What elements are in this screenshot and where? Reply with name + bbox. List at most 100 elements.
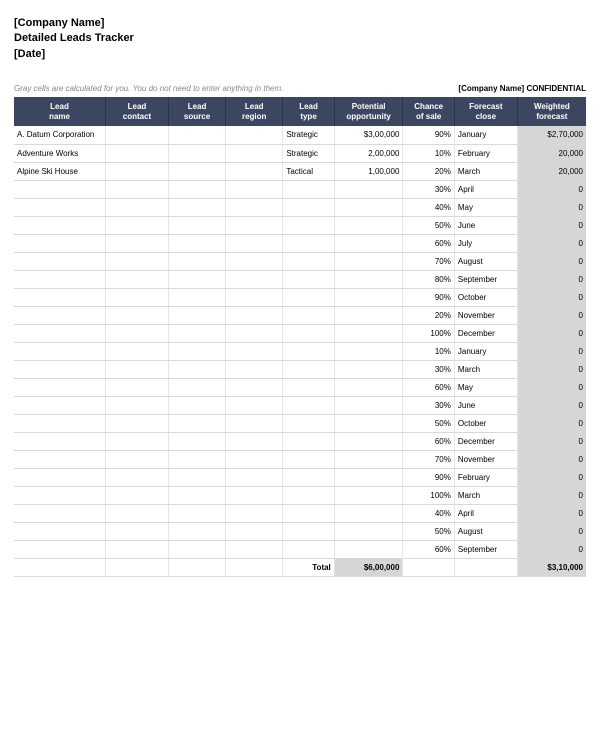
- cell-lead-source[interactable]: [168, 126, 225, 144]
- cell-lead-name[interactable]: [14, 198, 106, 216]
- cell-lead-source[interactable]: [168, 360, 225, 378]
- cell-forecast-close[interactable]: December: [454, 324, 517, 342]
- cell-lead-name[interactable]: [14, 252, 106, 270]
- cell-chance-sale[interactable]: 70%: [403, 450, 454, 468]
- cell-lead-type[interactable]: Tactical: [283, 162, 334, 180]
- cell-potential-opp[interactable]: [334, 324, 403, 342]
- cell-lead-name[interactable]: [14, 180, 106, 198]
- table-row[interactable]: 90%February0: [14, 468, 586, 486]
- cell-chance-sale[interactable]: 10%: [403, 342, 454, 360]
- table-row[interactable]: 100%March0: [14, 486, 586, 504]
- table-row[interactable]: 30%June0: [14, 396, 586, 414]
- cell-forecast-close[interactable]: May: [454, 378, 517, 396]
- table-row[interactable]: 50%October0: [14, 414, 586, 432]
- cell-lead-region[interactable]: [226, 450, 283, 468]
- cell-potential-opp[interactable]: [334, 468, 403, 486]
- cell-potential-opp[interactable]: [334, 180, 403, 198]
- cell-chance-sale[interactable]: 20%: [403, 162, 454, 180]
- table-row[interactable]: 50%June0: [14, 216, 586, 234]
- cell-lead-contact[interactable]: [106, 306, 169, 324]
- cell-chance-sale[interactable]: 90%: [403, 288, 454, 306]
- cell-lead-name[interactable]: A. Datum Corporation: [14, 126, 106, 144]
- cell-lead-name[interactable]: [14, 324, 106, 342]
- cell-potential-opp[interactable]: [334, 486, 403, 504]
- cell-lead-region[interactable]: [226, 468, 283, 486]
- table-row[interactable]: 30%March0: [14, 360, 586, 378]
- cell-lead-contact[interactable]: [106, 162, 169, 180]
- cell-lead-region[interactable]: [226, 252, 283, 270]
- cell-chance-sale[interactable]: 100%: [403, 486, 454, 504]
- cell-lead-region[interactable]: [226, 342, 283, 360]
- cell-potential-opp[interactable]: [334, 378, 403, 396]
- cell-forecast-close[interactable]: September: [454, 540, 517, 558]
- cell-lead-source[interactable]: [168, 198, 225, 216]
- cell-lead-source[interactable]: [168, 234, 225, 252]
- cell-lead-source[interactable]: [168, 414, 225, 432]
- cell-forecast-close[interactable]: June: [454, 396, 517, 414]
- cell-potential-opp[interactable]: [334, 270, 403, 288]
- cell-lead-name[interactable]: [14, 432, 106, 450]
- cell-chance-sale[interactable]: 100%: [403, 324, 454, 342]
- cell-lead-type[interactable]: [283, 504, 334, 522]
- cell-potential-opp[interactable]: [334, 504, 403, 522]
- cell-forecast-close[interactable]: August: [454, 252, 517, 270]
- cell-chance-sale[interactable]: 60%: [403, 234, 454, 252]
- cell-lead-type[interactable]: [283, 360, 334, 378]
- cell-lead-contact[interactable]: [106, 324, 169, 342]
- table-row[interactable]: 80%September0: [14, 270, 586, 288]
- cell-lead-contact[interactable]: [106, 468, 169, 486]
- cell-lead-type[interactable]: Strategic: [283, 126, 334, 144]
- table-row[interactable]: 70%August0: [14, 252, 586, 270]
- cell-lead-source[interactable]: [168, 522, 225, 540]
- cell-lead-name[interactable]: [14, 360, 106, 378]
- table-row[interactable]: A. Datum CorporationStrategic$3,00,00090…: [14, 126, 586, 144]
- cell-lead-type[interactable]: [283, 540, 334, 558]
- cell-lead-name[interactable]: [14, 216, 106, 234]
- cell-potential-opp[interactable]: [334, 234, 403, 252]
- cell-forecast-close[interactable]: February: [454, 144, 517, 162]
- cell-lead-region[interactable]: [226, 360, 283, 378]
- table-row[interactable]: 60%May0: [14, 378, 586, 396]
- cell-potential-opp[interactable]: [334, 216, 403, 234]
- cell-lead-source[interactable]: [168, 162, 225, 180]
- cell-lead-region[interactable]: [226, 504, 283, 522]
- cell-lead-contact[interactable]: [106, 486, 169, 504]
- cell-lead-type[interactable]: [283, 216, 334, 234]
- cell-lead-contact[interactable]: [106, 252, 169, 270]
- cell-potential-opp[interactable]: $3,00,000: [334, 126, 403, 144]
- cell-lead-name[interactable]: Adventure Works: [14, 144, 106, 162]
- cell-chance-sale[interactable]: 50%: [403, 216, 454, 234]
- cell-lead-contact[interactable]: [106, 504, 169, 522]
- cell-lead-source[interactable]: [168, 180, 225, 198]
- cell-lead-contact[interactable]: [106, 396, 169, 414]
- cell-lead-contact[interactable]: [106, 342, 169, 360]
- cell-lead-type[interactable]: [283, 450, 334, 468]
- cell-chance-sale[interactable]: 80%: [403, 270, 454, 288]
- cell-lead-contact[interactable]: [106, 522, 169, 540]
- cell-lead-name[interactable]: [14, 414, 106, 432]
- cell-forecast-close[interactable]: November: [454, 450, 517, 468]
- table-row[interactable]: 40%April0: [14, 504, 586, 522]
- cell-chance-sale[interactable]: 40%: [403, 504, 454, 522]
- cell-chance-sale[interactable]: 30%: [403, 360, 454, 378]
- cell-potential-opp[interactable]: [334, 342, 403, 360]
- cell-lead-source[interactable]: [168, 396, 225, 414]
- cell-potential-opp[interactable]: [334, 450, 403, 468]
- cell-lead-region[interactable]: [226, 288, 283, 306]
- cell-potential-opp[interactable]: [334, 414, 403, 432]
- cell-forecast-close[interactable]: January: [454, 126, 517, 144]
- cell-lead-contact[interactable]: [106, 360, 169, 378]
- cell-lead-name[interactable]: [14, 396, 106, 414]
- cell-forecast-close[interactable]: March: [454, 162, 517, 180]
- cell-lead-type[interactable]: Strategic: [283, 144, 334, 162]
- table-row[interactable]: 40%May0: [14, 198, 586, 216]
- cell-lead-contact[interactable]: [106, 180, 169, 198]
- cell-lead-source[interactable]: [168, 252, 225, 270]
- cell-potential-opp[interactable]: [334, 396, 403, 414]
- cell-lead-source[interactable]: [168, 288, 225, 306]
- table-row[interactable]: 60%December0: [14, 432, 586, 450]
- cell-lead-source[interactable]: [168, 378, 225, 396]
- cell-lead-contact[interactable]: [106, 126, 169, 144]
- cell-chance-sale[interactable]: 90%: [403, 468, 454, 486]
- cell-lead-name[interactable]: Alpine Ski House: [14, 162, 106, 180]
